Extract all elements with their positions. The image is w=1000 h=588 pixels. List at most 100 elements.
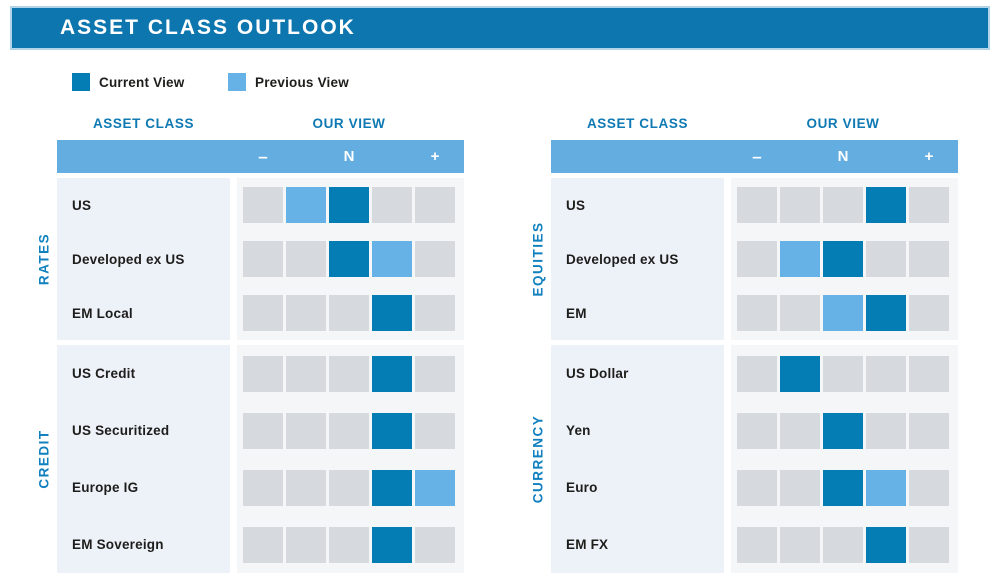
view-bar — [737, 355, 949, 392]
view-cell — [823, 187, 863, 223]
row-label: EM — [566, 305, 587, 321]
previous-view-cell — [866, 469, 906, 506]
view-cell — [909, 295, 949, 331]
view-cell — [909, 469, 949, 506]
view-bar-row — [737, 402, 958, 459]
view-cell — [243, 412, 283, 449]
current-view-cell — [372, 412, 412, 449]
current-view-cell — [329, 187, 369, 223]
row-label: Europe IG — [72, 480, 139, 495]
current-view-cell — [780, 355, 820, 392]
column-headings: ASSET CLASS OUR VIEW — [524, 112, 958, 140]
current-view-cell — [823, 241, 863, 277]
view-bar — [243, 412, 455, 449]
current-view-cell — [372, 469, 412, 506]
previous-view-cell — [823, 295, 863, 331]
table-sections: EQUITIES US Developed ex US EM CURRENCY US… — [524, 178, 958, 573]
previous-view-swatch-icon — [228, 73, 246, 91]
view-bar-row — [243, 516, 464, 573]
view-cell — [415, 412, 455, 449]
view-bar-row — [737, 516, 958, 573]
scale-band: – N + — [551, 140, 958, 173]
view-bar-row — [243, 178, 464, 232]
row-label: US Securitized — [72, 423, 170, 438]
view-cell — [780, 295, 820, 331]
section: CURRENCY US Dollar Yen Euro EM FX — [524, 345, 958, 573]
view-cell — [866, 412, 906, 449]
view-cell — [243, 469, 283, 506]
previous-view-cell — [780, 241, 820, 277]
view-bar — [737, 526, 949, 563]
view-bar — [243, 241, 455, 277]
view-cell — [286, 355, 326, 392]
scale-markers: – N + — [737, 140, 949, 173]
view-bars-column — [237, 178, 464, 340]
view-cell — [286, 295, 326, 331]
row-label: US Dollar — [566, 366, 629, 381]
column-gap — [230, 178, 237, 340]
scale-neutral-label: N — [837, 148, 849, 165]
view-cell — [243, 526, 283, 563]
view-bar-row — [737, 345, 958, 402]
view-bar-row — [737, 459, 958, 516]
previous-view-cell — [415, 469, 455, 506]
scale-minus-label: – — [752, 147, 762, 166]
view-cell — [243, 355, 283, 392]
asset-label-column: US Dollar Yen Euro EM FX — [551, 345, 724, 573]
view-bar-row — [737, 286, 958, 340]
section-label: RATES — [36, 232, 51, 286]
current-view-swatch-icon — [72, 73, 90, 91]
view-bar-row — [243, 459, 464, 516]
current-view-cell — [866, 295, 906, 331]
view-bar — [243, 526, 455, 563]
section: EQUITIES US Developed ex US EM — [524, 178, 958, 340]
view-bars-column — [237, 345, 464, 573]
current-view-cell — [823, 412, 863, 449]
asset-label-column: US Developed ex US EM Local — [57, 178, 230, 340]
section-label: EQUITIES — [530, 221, 545, 297]
view-bar — [737, 295, 949, 331]
view-bar-row — [737, 232, 958, 286]
row-label: EM FX — [566, 537, 609, 552]
view-cell — [415, 187, 455, 223]
current-view-cell — [372, 526, 412, 563]
view-cell — [909, 355, 949, 392]
view-cell — [329, 295, 369, 331]
current-view-cell — [329, 241, 369, 277]
view-bar — [737, 241, 949, 277]
outlook-table-right: ASSET CLASS OUR VIEW – N + EQUITIES US De… — [524, 112, 958, 573]
our-view-heading: OUR VIEW — [806, 116, 880, 131]
legend-item-previous: Previous View — [228, 73, 349, 91]
view-cell — [909, 241, 949, 277]
current-view-cell — [372, 295, 412, 331]
scale-markers: – N + — [243, 140, 455, 173]
view-cell — [737, 355, 777, 392]
view-cell — [780, 469, 820, 506]
view-bar — [737, 412, 949, 449]
section: RATES US Developed ex US EM Local — [30, 178, 464, 340]
view-bar — [243, 355, 455, 392]
outlook-table-left: ASSET CLASS OUR VIEW – N + RATES US Devel… — [30, 112, 464, 573]
view-bar — [243, 187, 455, 223]
section-gutter: CURRENCY — [524, 345, 551, 573]
section-gutter: CREDIT — [30, 345, 57, 573]
section-label: CURRENCY — [530, 414, 545, 504]
view-cell — [909, 412, 949, 449]
scale-neutral-label: N — [343, 148, 355, 165]
view-cell — [329, 469, 369, 506]
view-cell — [823, 355, 863, 392]
view-bar-row — [737, 178, 958, 232]
view-cell — [737, 241, 777, 277]
view-cell — [243, 241, 283, 277]
section-gutter: EQUITIES — [524, 178, 551, 340]
current-view-cell — [866, 187, 906, 223]
view-cell — [286, 469, 326, 506]
view-cell — [780, 412, 820, 449]
scale-plus-label: + — [430, 148, 440, 165]
section-gutter: RATES — [30, 178, 57, 340]
section: CREDIT US Credit US Securitized Europe IG E… — [30, 345, 464, 573]
view-cell — [243, 295, 283, 331]
row-label: US Credit — [72, 366, 136, 381]
legend-label-previous: Previous View — [255, 74, 349, 90]
column-gap — [230, 345, 237, 573]
